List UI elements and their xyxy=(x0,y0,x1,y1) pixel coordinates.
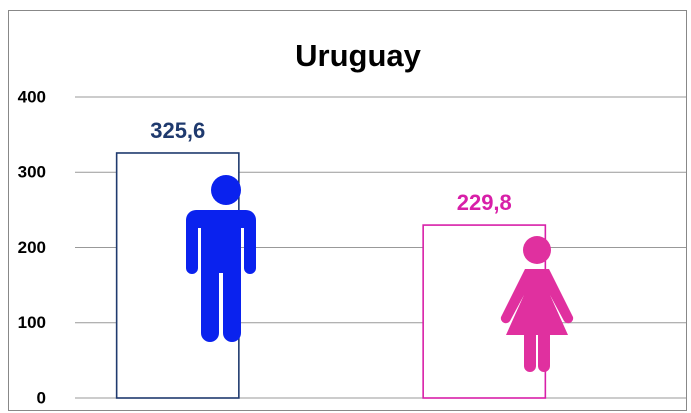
male-icon xyxy=(186,175,256,342)
chart-title: Uruguay xyxy=(295,38,422,73)
icon-head xyxy=(523,236,551,264)
data-label: 229,8 xyxy=(457,190,512,215)
data-label: 325,6 xyxy=(150,118,205,143)
y-tick-label: 300 xyxy=(18,163,46,182)
female-icon xyxy=(500,236,574,372)
icon-body xyxy=(500,269,574,372)
y-tick-label: 400 xyxy=(18,87,46,106)
y-tick-label: 0 xyxy=(37,388,46,407)
icon-body xyxy=(186,210,256,342)
icon-head xyxy=(211,175,241,205)
y-tick-label: 200 xyxy=(18,238,46,257)
y-tick-label: 100 xyxy=(18,313,46,332)
